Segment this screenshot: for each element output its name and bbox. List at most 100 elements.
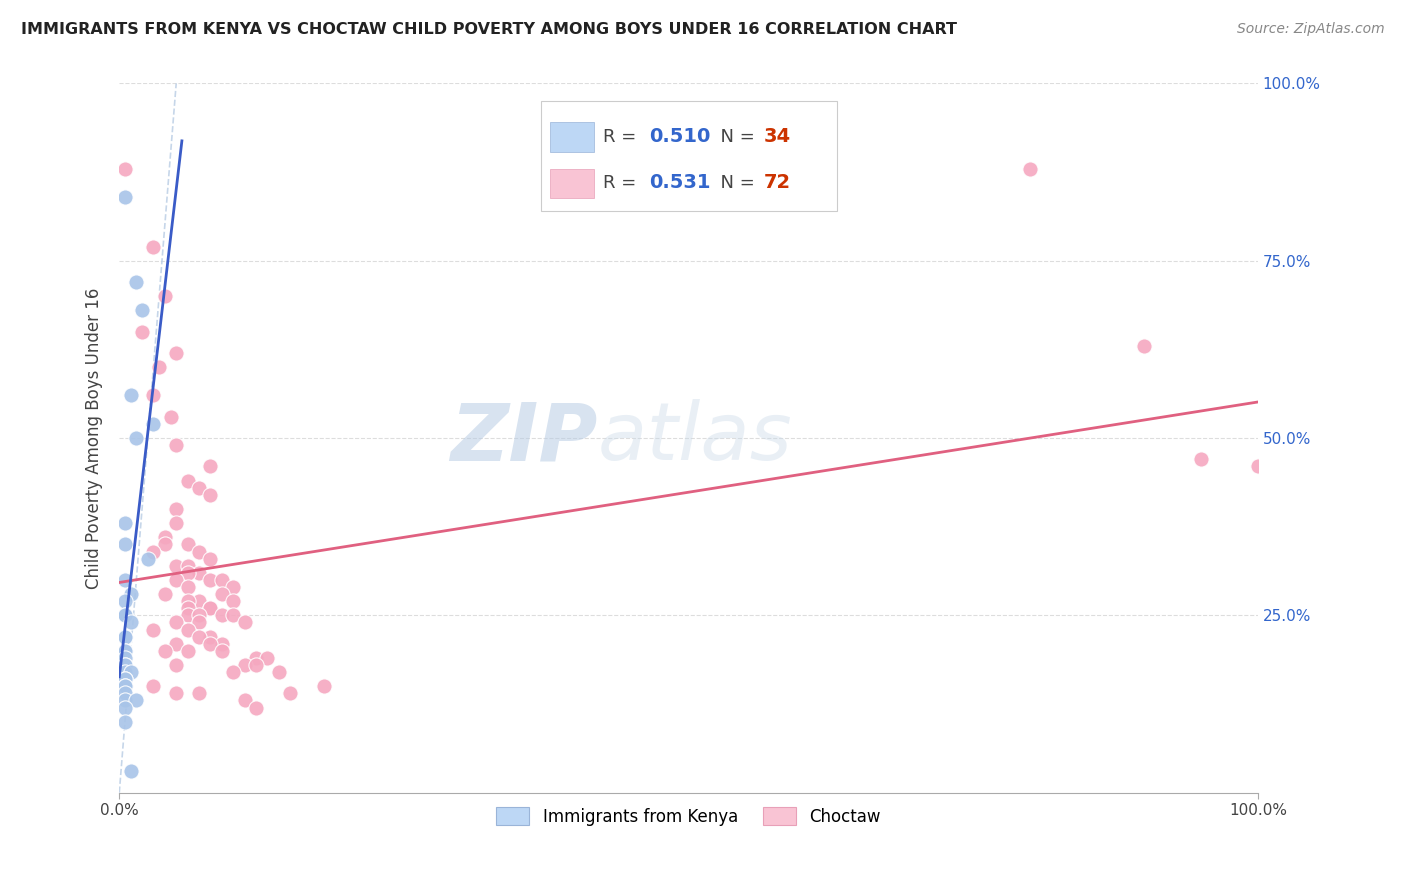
Point [1133,339,1156,353]
Point [200,630,222,644]
Point [153,289,176,303]
Point [188,594,211,608]
FancyBboxPatch shape [550,122,595,153]
Point [114,679,136,693]
Point [142,679,165,693]
Point [222,665,245,679]
Point [114,644,136,658]
Point [188,608,211,623]
Point [165,658,187,673]
Point [148,360,170,375]
Point [176,644,198,658]
FancyBboxPatch shape [550,169,595,198]
Point [176,601,198,615]
Point [153,537,176,551]
Point [165,516,187,530]
Point [114,594,136,608]
Point [211,644,233,658]
Y-axis label: Child Poverty Among Boys Under 16: Child Poverty Among Boys Under 16 [86,287,103,589]
Point [165,346,187,360]
Point [114,644,136,658]
Point [114,630,136,644]
Point [200,601,222,615]
Point [114,693,136,707]
Point [188,544,211,558]
Text: IMMIGRANTS FROM KENYA VS CHOCTAW CHILD POVERTY AMONG BOYS UNDER 16 CORRELATION C: IMMIGRANTS FROM KENYA VS CHOCTAW CHILD P… [21,22,957,37]
Point [176,558,198,573]
Point [114,658,136,673]
Point [159,409,181,424]
Point [114,608,136,623]
Text: R =: R = [603,128,643,145]
Point [200,637,222,651]
Point [120,388,142,402]
Text: 34: 34 [763,128,790,146]
Point [114,161,136,176]
Point [114,665,136,679]
Point [314,679,336,693]
Point [125,693,148,707]
Point [1189,452,1212,467]
Point [120,665,142,679]
Point [267,665,290,679]
Point [200,573,222,587]
Point [114,672,136,686]
Point [114,651,136,665]
Point [200,459,222,474]
Point [176,580,198,594]
Point [165,438,187,452]
Point [114,672,136,686]
Point [114,516,136,530]
Point [131,325,153,339]
Point [114,630,136,644]
Point [142,544,165,558]
Point [200,551,222,566]
Point [142,239,165,253]
Point [114,537,136,551]
Point [188,481,211,495]
Text: 0.510: 0.510 [648,128,710,146]
FancyBboxPatch shape [540,101,837,211]
Point [200,601,222,615]
Point [245,700,267,714]
Point [222,594,245,608]
Point [1247,459,1270,474]
Text: 0.531: 0.531 [648,173,710,193]
Point [114,714,136,729]
Point [176,474,198,488]
Point [200,488,222,502]
Point [245,651,267,665]
Point [278,686,301,700]
Point [125,275,148,289]
Point [120,587,142,601]
Point [176,566,198,580]
Point [114,573,136,587]
Text: R =: R = [603,174,643,192]
Point [114,608,136,623]
Point [120,615,142,630]
Point [153,530,176,544]
Text: N =: N = [709,128,761,145]
Point [165,502,187,516]
Point [233,615,256,630]
Point [176,537,198,551]
Point [176,594,198,608]
Point [120,764,142,779]
Point [188,566,211,580]
Point [114,658,136,673]
Point [153,644,176,658]
Point [153,587,176,601]
Text: N =: N = [709,174,761,192]
Point [136,551,159,566]
Point [188,630,211,644]
Point [165,573,187,587]
Point [165,558,187,573]
Point [211,573,233,587]
Point [131,303,153,318]
Point [233,693,256,707]
Text: atlas: atlas [598,399,792,477]
Point [142,417,165,431]
Point [142,623,165,637]
Point [211,637,233,651]
Point [114,700,136,714]
